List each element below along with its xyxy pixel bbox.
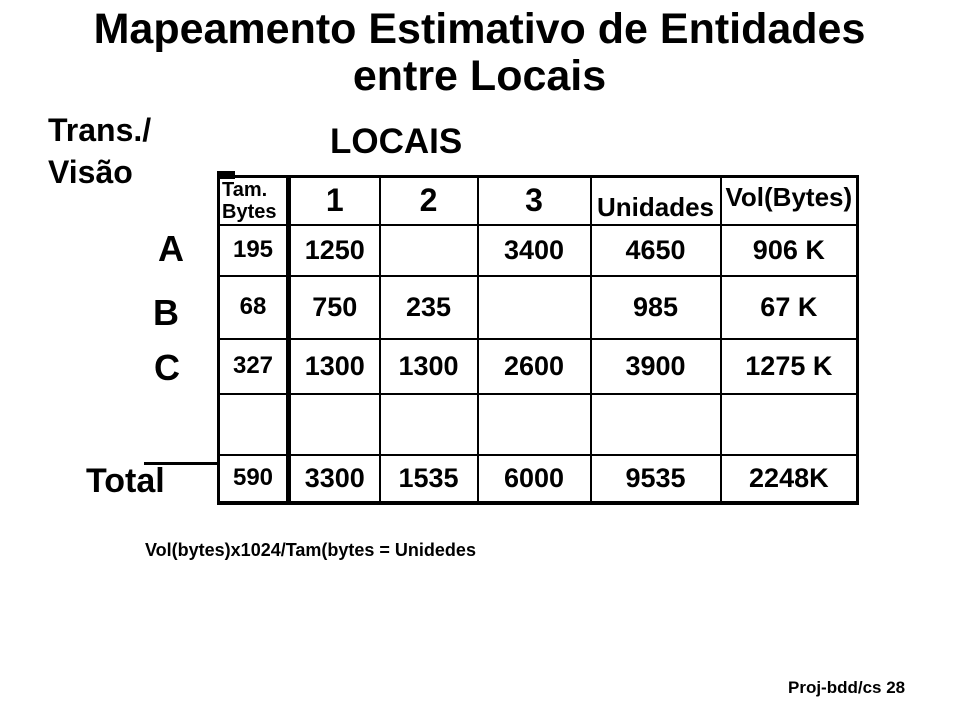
row-label-a: A: [158, 228, 184, 269]
header-cell-vol-bytes: Vol(Bytes): [719, 175, 859, 226]
cell-a-local2: [378, 223, 479, 277]
cell-blank-local3: [476, 392, 592, 456]
cell-blank-unidades: [589, 392, 722, 456]
cell-blank-local1: [287, 392, 381, 456]
cell-total-vol: 2248K: [719, 453, 859, 505]
cell-c-local3: 2600: [476, 337, 592, 395]
cell-b-local2: 235: [378, 274, 479, 340]
row-axis-label: Trans./ Visão: [48, 110, 151, 193]
table-row-a: 195 1250 3400 4650 906 K: [217, 223, 859, 277]
cell-blank-vol: [719, 392, 859, 456]
header-cell-unidades: Unidades: [589, 175, 722, 226]
cell-b-local3: [476, 274, 592, 340]
total-label: Total: [86, 462, 165, 500]
cell-total-local1: 3300: [287, 453, 381, 505]
cell-b-unidades: 985: [589, 274, 722, 340]
cell-blank-local2: [378, 392, 479, 456]
cell-blank-tam: [217, 392, 291, 456]
cell-b-local1: 750: [287, 274, 381, 340]
table-row-blank: [217, 392, 859, 456]
cell-b-vol: 67 K: [719, 274, 859, 340]
col-axis-label: LOCAIS: [330, 122, 463, 161]
row-label-b: B: [153, 292, 179, 333]
cell-c-local1: 1300: [287, 337, 381, 395]
entity-mapping-table: Tam. Bytes 1 2 3 Unidades Vol(Bytes) 195…: [217, 175, 860, 505]
slide-reference: Proj-bdd/cs 28: [788, 678, 906, 697]
cell-total-unidades: 9535: [589, 453, 722, 505]
header-cell-local2: 2: [378, 175, 479, 226]
table-row-b: 68 750 235 985 67 K: [217, 274, 859, 340]
formula-note: Vol(bytes)x1024/Tam(bytes = Unidedes: [145, 540, 476, 560]
table-row-total: 590 3300 1535 6000 9535 2248K: [217, 453, 859, 505]
page-title-line2: entre Locais: [352, 52, 607, 101]
cell-total-local2: 1535: [378, 453, 479, 505]
row-axis-label-line1: Trans./: [48, 112, 152, 148]
table-header-row: Tam. Bytes 1 2 3 Unidades Vol(Bytes): [217, 175, 859, 226]
cell-c-tam: 327: [217, 337, 291, 395]
row-axis-label-line2: Visão: [48, 153, 133, 190]
cell-a-tam: 195: [217, 223, 291, 277]
cell-a-unidades: 4650: [589, 223, 722, 277]
table-row-c: 327 1300 1300 2600 3900 1275 K: [217, 337, 859, 395]
cell-c-vol: 1275 K: [719, 337, 859, 395]
header-cell-tam-bytes: Tam. Bytes: [217, 175, 291, 226]
row-label-c: C: [154, 347, 180, 388]
cell-b-tam: 68: [217, 274, 291, 340]
cell-c-local2: 1300: [378, 337, 479, 395]
cell-a-vol: 906 K: [719, 223, 859, 277]
cell-total-tam: 590: [217, 453, 291, 505]
cell-total-local3: 6000: [476, 453, 592, 505]
cell-a-local3: 3400: [476, 223, 592, 277]
header-cell-local1: 1: [287, 175, 381, 226]
header-tam-line1: Tam.: [222, 179, 268, 201]
page-title: Mapeamento Estimativo de Entidades entre…: [0, 5, 959, 101]
total-row-separator-extension: [144, 462, 220, 465]
header-tam-line2: Bytes: [222, 201, 277, 224]
header-cell-local3: 3: [476, 175, 592, 226]
cell-c-unidades: 3900: [589, 337, 722, 395]
cell-a-local1: 1250: [287, 223, 381, 277]
page-title-line1: Mapeamento Estimativo de Entidades: [93, 5, 866, 53]
